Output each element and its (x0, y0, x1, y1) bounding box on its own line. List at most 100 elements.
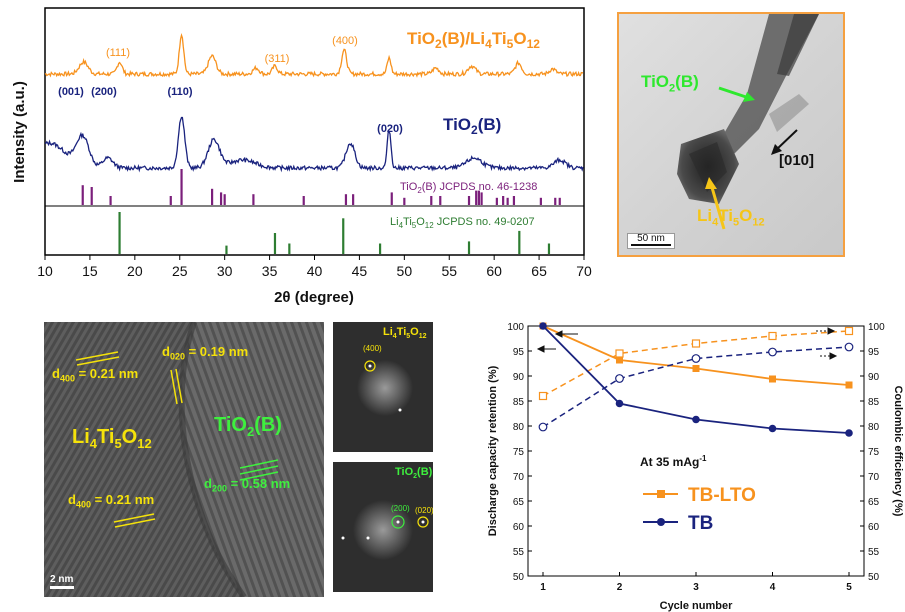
xrd-curve-tb (44, 116, 584, 173)
xrd-xtick-label: 20 (127, 263, 143, 279)
efficiency-point-tb-lto (768, 331, 777, 341)
cycle-ytick-label-left: 100 (507, 322, 524, 333)
retention-point-tb (615, 399, 624, 408)
retention-point-tb-lto (769, 375, 776, 383)
efficiency-point-tb (615, 374, 624, 383)
lto-particle-facet (689, 142, 727, 192)
cycle-plot-frame (527, 325, 865, 577)
cycle-ytick-label-left: 50 (513, 572, 525, 583)
peak-label-001: (001) (58, 86, 84, 98)
retention-point-tb (692, 415, 700, 424)
legend-tblto-marker (657, 490, 665, 498)
xrd-xtick-label: 30 (217, 263, 233, 279)
hrtem-d400-top: d400 = 0.21 nm (52, 366, 139, 384)
xrd-chart: 10 15 20 25 30 35 40 45 50 55 60 65 70 Intensity (a.… (11, 7, 592, 306)
cycle-ytick-label-left: 80 (513, 422, 525, 433)
hrtem-scalebar: 2 nm (50, 574, 74, 589)
tem-image: TiO2(B) [010] Li4Ti5O12 50 nm (617, 12, 845, 257)
retention-point-tb-lto (845, 381, 853, 389)
xrd-xtick-label: 40 (307, 263, 323, 279)
retention-point-tb-lto (692, 365, 700, 372)
cycle-ytick-label-right: 90 (868, 372, 880, 383)
hrtem-d020: d020 = 0.19 nm (162, 344, 249, 362)
efficiency-point-tb-lto (615, 349, 624, 358)
fft-lto-title: Li4Ti5O12 (383, 326, 427, 341)
efficiency-point-tb-lto (691, 339, 701, 348)
sample-a-label: TiO2(B)/Li4Ti5O12 (407, 29, 540, 51)
cycle-annotation: At 35 mAg-1 (640, 454, 707, 469)
peak-label-311: (311) (265, 53, 290, 65)
cycle-ytick-label-left: 55 (513, 547, 525, 558)
cycle-ytick-label-left: 70 (513, 472, 525, 483)
cycle-ytick-label-left: 75 (513, 447, 525, 458)
tem-direction-label: [010] (779, 152, 815, 169)
xrd-ylabel: Intensity (a.u.) (11, 81, 28, 183)
xrd-xtick-label: 10 (37, 263, 53, 279)
efficiency-point-tb (768, 347, 777, 357)
retention-point-tb (539, 322, 547, 330)
peak-label-110: (110) (167, 86, 192, 98)
nanorod-edge (777, 14, 819, 76)
cycle-ytick-label-left: 90 (513, 372, 525, 383)
xrd-xtick-label: 35 (262, 263, 278, 279)
tem-tb-arrow (705, 86, 798, 230)
xrd-xtick-label: 15 (82, 263, 98, 279)
tem-scalebar: 50 nm (627, 233, 675, 249)
left-axis-arrows (536, 330, 578, 353)
cycle-ytick-label-left: 60 (513, 522, 525, 533)
xrd-xtick-label: 50 (397, 263, 413, 279)
cycle-ytick-label-right: 75 (868, 447, 880, 458)
xrd-xtick-label: 70 (576, 263, 592, 279)
legend-tb-label: TB (688, 513, 713, 534)
tem-lto-label: Li4Ti5O12 (697, 206, 765, 229)
cycling-chart: 50 50 55 55 60 60 65 65 70 70 75 75 80 80 85 85 90 90 95 95… (487, 322, 904, 612)
ref-tb-label: TiO2(B) JCPDS no. 46-1238 (400, 181, 537, 195)
xrd-xtick-label: 60 (486, 263, 502, 279)
fft-tb-spot2-label: (020) (415, 506, 433, 515)
cycle-ytick-label-right: 70 (868, 472, 880, 483)
hrtem-phase-lto: Li4Ti5O12 (72, 426, 152, 451)
efficiency-point-tb-lto (844, 326, 854, 336)
cycle-ytick-label-right: 85 (868, 397, 880, 408)
fft-lto-pattern (357, 360, 413, 416)
hrtem-d200: d200 = 0.58 nm (204, 476, 291, 494)
hrtem-phase-tb: TiO2(B) (214, 414, 282, 439)
fft-tb-title: TiO2(B) (395, 466, 433, 481)
cycle-ytick-label-left: 65 (513, 497, 525, 508)
ref-lto-label: Li4Ti5O12 JCPDS no. 49-0207 (390, 216, 535, 230)
cycle-ytick-label-right: 60 (868, 522, 880, 533)
hrtem-d400-bottom: d400 = 0.21 nm (68, 492, 155, 510)
legend-tb-marker (657, 518, 665, 526)
xrd-curve-tb-lto (44, 33, 584, 79)
efficiency-point-tb (691, 354, 701, 363)
cycle-ylabel-right: Coulombic efficiency (%) (892, 386, 904, 517)
xrd-xtick-label: 45 (352, 263, 368, 279)
hrtem-image: d400 = 0.21 nm d020 = 0.19 nm TiO2(B) Li… (44, 322, 324, 597)
fft-tb-image: TiO2(B) (200) (020) (333, 462, 433, 592)
xrd-xtick-label: 55 (441, 263, 457, 279)
peak-label-020: (020) (377, 123, 403, 135)
tem-drawing (677, 14, 819, 204)
fft-tb-spot1-label: (200) (391, 504, 410, 513)
hrtem-fringes (44, 322, 324, 597)
retention-point-tb (768, 424, 777, 433)
peak-label-400: (400) (332, 35, 358, 47)
efficiency-point-tb (844, 342, 854, 352)
retention-point-tb-lto (616, 356, 623, 364)
cycle-ytick-label-right: 55 (868, 547, 880, 558)
cycle-xlabel: Cycle number (660, 600, 733, 612)
fft-lto-image: Li4Ti5O12 (400) (333, 322, 433, 452)
efficiency-point-tb-lto (538, 391, 548, 401)
cycle-ytick-label-right: 65 (868, 497, 880, 508)
legend-tblto-label: TB-LTO (688, 485, 756, 506)
fft-tb-pattern (341, 500, 429, 560)
xrd-xtick-label: 25 (172, 263, 188, 279)
cycle-ylabel-left: Discharge capacity retention (%) (487, 365, 499, 536)
cycle-xtick-label: 4 (770, 582, 776, 593)
side-rod (769, 94, 809, 132)
fft-lto-spot-label: (400) (363, 344, 382, 353)
efficiency-point-tb (538, 422, 548, 432)
cycle-ytick-label-right: 80 (868, 422, 880, 433)
cycle-xtick-label: 1 (540, 582, 546, 593)
sample-b-label: TiO2(B) (443, 115, 501, 137)
